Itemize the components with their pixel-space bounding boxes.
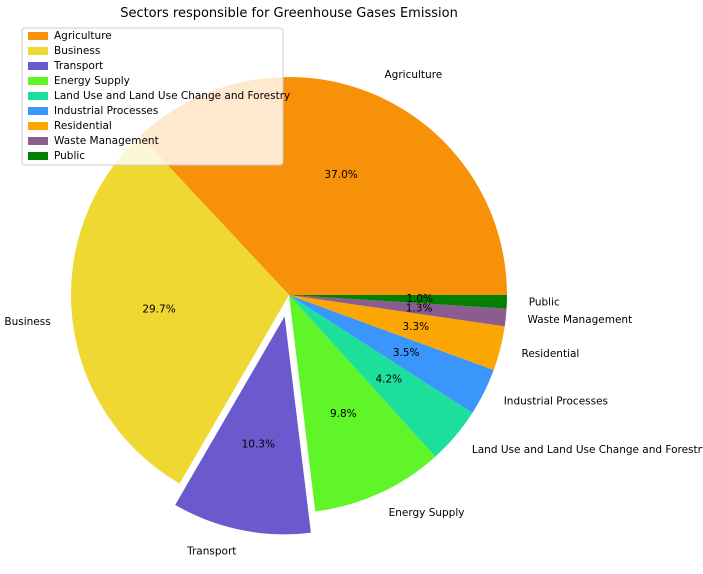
legend-frame (21, 27, 284, 166)
legend-item-land-use-and-land-use-change-and-forestry: Land Use and Land Use Change and Forestr… (28, 90, 290, 102)
legend-label-land-use-and-land-use-change-and-forestry: Land Use and Land Use Change and Forestr… (54, 90, 290, 102)
legend-items: Agriculture Business Transport Energy Suppl… (28, 30, 290, 162)
legend-swatch-waste-management (28, 137, 48, 145)
slice-percent-transport: 10.3% (242, 439, 275, 451)
slice-percent-residential: 3.3% (402, 321, 429, 333)
legend-label-industrial-processes: Industrial Processes (54, 105, 158, 117)
slice-percent-public: 1.0% (406, 293, 433, 305)
slice-label-industrial-processes: Industrial Processes (504, 396, 608, 408)
slice-label-land-use-and-land-use-change-and-forestry: Land Use and Land Use Change and Forestr… (472, 444, 703, 456)
slice-percent-waste-management: 1.3% (406, 303, 433, 315)
slice-business (71, 135, 289, 484)
slice-label-agriculture: Agriculture (385, 69, 443, 81)
slice-residential (289, 295, 505, 371)
legend-swatch-residential (28, 122, 48, 130)
slice-transport (175, 316, 311, 535)
legend-item-residential: Residential (28, 120, 112, 132)
legend-label-business: Business (54, 45, 100, 57)
slice-percent-business: 29.7% (142, 304, 175, 316)
legend-item-public: Public (28, 150, 85, 162)
legend-swatch-agriculture (28, 32, 48, 40)
legend-item-industrial-processes: Industrial Processes (28, 105, 158, 117)
slice-label-transport: Transport (186, 545, 236, 557)
slice-label-waste-management: Waste Management (528, 314, 633, 326)
chart-title: Sectors responsible for Greenhouse Gases… (120, 6, 458, 21)
legend-swatch-energy-supply (28, 77, 48, 85)
legend-label-public: Public (54, 150, 85, 162)
legend-swatch-industrial-processes (28, 107, 48, 115)
slice-percent-agriculture: 37.0% (324, 169, 357, 181)
slice-percent-land-use-and-land-use-change-and-forestry: 4.2% (375, 374, 402, 386)
legend-swatch-transport (28, 62, 48, 70)
slice-percent-energy-supply: 9.8% (330, 408, 357, 420)
slice-label-business: Business (4, 316, 50, 328)
slice-percent-labels: 37.0% 29.7% 10.3% 9.8% 4.2% 3.5% 3.3% 1.3%1.0% (142, 169, 433, 451)
legend-item-waste-management: Waste Management (28, 135, 159, 147)
legend-item-agriculture: Agriculture (28, 30, 112, 42)
legend-item-transport: Transport (28, 60, 103, 72)
legend-swatch-land-use-and-land-use-change-and-forestry (28, 92, 48, 100)
slice-public (289, 295, 507, 309)
slice-waste-management (289, 295, 507, 327)
legend-swatch-public (28, 152, 48, 160)
slice-label-public: Public (529, 297, 560, 309)
slice-labels: Agriculture Business Transport Energy Suppl… (4, 69, 703, 557)
legend-label-transport: Transport (53, 60, 103, 72)
legend-swatch-business (28, 47, 48, 55)
legend-label-agriculture: Agriculture (54, 30, 112, 42)
legend-item-energy-supply: Energy Supply (28, 75, 130, 87)
legend-label-energy-supply: Energy Supply (54, 75, 130, 87)
slice-industrial-processes (289, 295, 494, 413)
legend-label-waste-management: Waste Management (54, 135, 159, 147)
slice-percent-industrial-processes: 3.5% (393, 347, 420, 359)
legend-item-business: Business (28, 45, 100, 57)
legend-label-residential: Residential (54, 120, 112, 132)
legend: Agriculture Business Transport Energy Suppl… (21, 27, 290, 166)
slice-label-residential: Residential (522, 348, 580, 360)
slice-land-use-and-land-use-change-and-forestry (289, 295, 473, 457)
slice-label-energy-supply: Energy Supply (389, 507, 465, 519)
slice-energy-supply (289, 295, 436, 512)
